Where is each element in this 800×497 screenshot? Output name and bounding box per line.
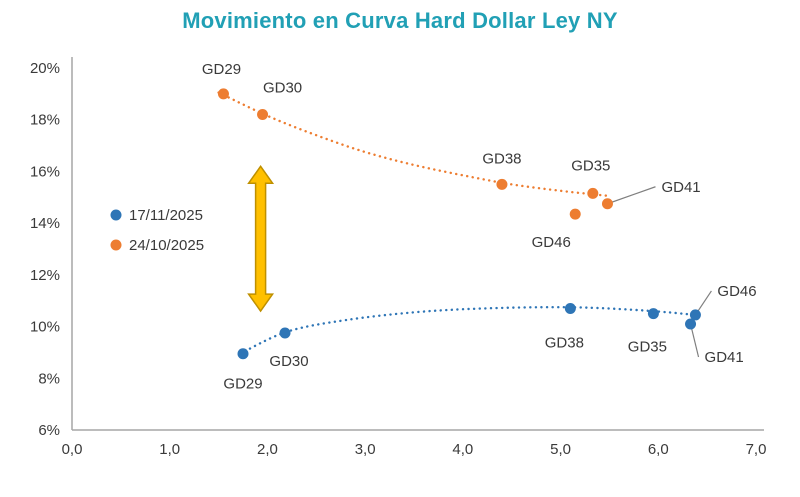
legend-swatch-icon [110, 239, 122, 251]
point-gd41 [601, 198, 613, 210]
label-gd38: GD38 [482, 150, 521, 167]
legend-label: 24/10/2025 [129, 237, 204, 254]
legend-item-1: 24/10/2025 [110, 237, 204, 254]
x-tick-label: 7,0 [746, 441, 767, 458]
leader-line-gd41 [689, 323, 700, 358]
point-gd29 [237, 348, 249, 360]
x-tick-label: 0,0 [62, 441, 83, 458]
point-gd41 [685, 318, 697, 330]
label-gd41: GD41 [705, 349, 744, 366]
point-gd46 [569, 208, 581, 220]
x-tick-label: 4,0 [452, 441, 473, 458]
point-gd35 [587, 187, 599, 199]
chart-title: Movimiento en Curva Hard Dollar Ley NY [182, 8, 618, 33]
label-gd46: GD46 [717, 283, 756, 300]
label-gd30: GD30 [269, 353, 308, 370]
x-tick-label: 1,0 [159, 441, 180, 458]
trend-line-0 [217, 91, 611, 198]
point-gd29 [217, 88, 229, 100]
y-tick-label: 14% [30, 215, 60, 232]
y-tick-label: 16% [30, 163, 60, 180]
label-gd38: GD38 [545, 334, 584, 351]
movement-arrow [247, 164, 275, 313]
label-gd46: GD46 [532, 234, 571, 251]
y-tick-label: 10% [30, 319, 60, 336]
point-gd38 [496, 178, 508, 190]
label-gd29: GD29 [202, 61, 241, 78]
y-tick-label: 12% [30, 267, 60, 284]
y-tick-label: 6% [38, 422, 60, 439]
legend-swatch-icon [110, 209, 122, 221]
x-tick-label: 3,0 [355, 441, 376, 458]
x-tick-label: 2,0 [257, 441, 278, 458]
label-gd29: GD29 [223, 376, 262, 393]
legend-label: 17/11/2025 [129, 207, 203, 224]
point-gd30 [279, 327, 291, 339]
point-gd30 [257, 109, 269, 121]
y-tick-label: 20% [30, 60, 60, 77]
label-gd41: GD41 [661, 179, 700, 196]
y-tick-label: 8% [38, 370, 60, 387]
y-tick-label: 18% [30, 112, 60, 129]
point-gd46 [689, 309, 701, 321]
point-gd38 [564, 302, 576, 314]
x-tick-label: 5,0 [550, 441, 571, 458]
leader-line-gd41 [607, 186, 656, 205]
point-gd35 [647, 308, 659, 320]
label-gd35: GD35 [628, 339, 667, 356]
legend-item-0: 17/11/2025 [110, 207, 203, 224]
label-gd35: GD35 [571, 157, 610, 174]
label-gd30: GD30 [263, 80, 302, 97]
x-tick-label: 6,0 [648, 441, 669, 458]
